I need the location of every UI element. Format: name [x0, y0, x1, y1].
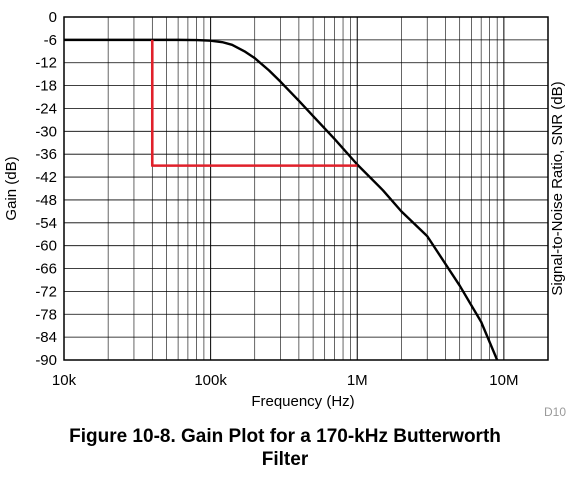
y-tick-labels: 0 -6 -12 -18 -24 -30 -36 -42 -48 -54 -60 -66 -72 -78 -…	[35, 9, 57, 369]
plot-frame	[63, 16, 549, 361]
y-tick-label-0: 0	[49, 9, 57, 26]
secondary-y-axis-label: Signal-to-Noise Ratio, SNR (dB)	[549, 81, 566, 295]
y-tick-label-4: -24	[35, 100, 57, 117]
series-line-1	[150, 39, 358, 167]
caption-line-2: Filter	[261, 449, 309, 470]
y-tick-label-5: -30	[35, 123, 57, 140]
x-tick-label-0: 10k	[52, 372, 77, 389]
y-tick-label-12: -72	[35, 283, 57, 300]
y-tick-label-9: -54	[35, 215, 57, 232]
x-tick-label-1: 100k	[194, 372, 227, 389]
gain-chart: 0 -6 -12 -18 -24 -30 -36 -42 -48 -54 -60 -66 -72 -78 -…	[3, 9, 566, 419]
y-tick-label-8: -48	[35, 192, 57, 209]
y-tick-label-14: -84	[35, 329, 57, 346]
y-tick-label-3: -18	[35, 78, 57, 95]
y-tick-label-11: -66	[35, 261, 57, 278]
y-tick-label-1: -6	[44, 32, 57, 49]
y-tick-label-10: -60	[35, 238, 57, 255]
x-tick-label-2: 1M	[347, 372, 368, 389]
y-axis-label: Gain (dB)	[3, 156, 20, 220]
y-tick-label-13: -78	[35, 306, 57, 323]
x-axis-label: Frequency (Hz)	[251, 393, 354, 410]
y-tick-label-15: -90	[35, 352, 57, 369]
figure-caption: Figure 10-8. Gain Plot for a 170-kHz But…	[0, 425, 570, 471]
x-tick-labels: 10k 100k 1M 10M	[52, 372, 519, 389]
series-layer	[64, 38, 499, 361]
y-tick-label-2: -12	[35, 55, 57, 72]
y-tick-label-7: -42	[35, 169, 57, 186]
grid-lines	[63, 16, 549, 361]
caption-line-1: Figure 10-8. Gain Plot for a 170-kHz But…	[69, 426, 501, 447]
x-tick-label-3: 10M	[489, 372, 518, 389]
figure-code: D10	[544, 405, 566, 419]
series-line-0	[64, 38, 499, 361]
y-tick-label-6: -36	[35, 146, 57, 163]
